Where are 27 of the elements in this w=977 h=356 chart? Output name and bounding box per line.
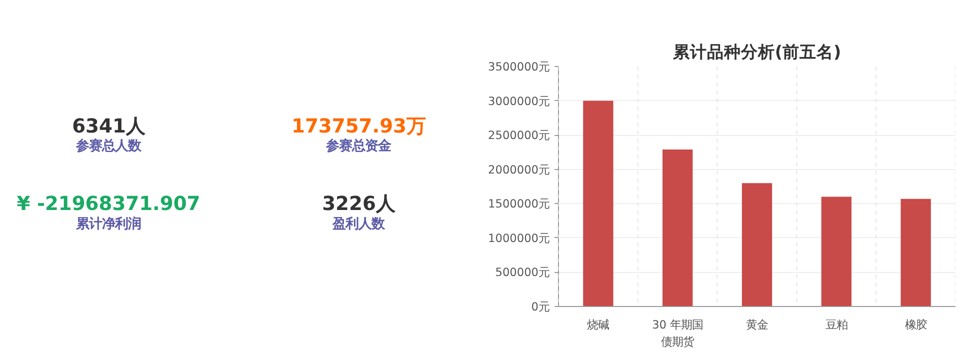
category-label: 盈利人数: [332, 216, 386, 232]
bar: [900, 198, 931, 306]
bar: [742, 183, 772, 306]
y-tick-label: 2500000元: [488, 128, 550, 142]
y-tick-label: 3000000元: [488, 94, 550, 108]
text: 3226人: [322, 192, 395, 215]
bar: [662, 149, 693, 306]
bar: [583, 100, 614, 306]
category-label: 累计净利润: [75, 216, 141, 232]
text: ¥ -21968371.907: [16, 192, 200, 215]
x-tick-label: 30 年期国债期货: [652, 318, 704, 348]
category-label: 参赛总资金: [325, 138, 392, 154]
category-label: 参赛总人数: [75, 138, 142, 154]
x-tick-label: 黄金: [746, 318, 768, 332]
y-tick-label: 1500000元: [488, 196, 550, 211]
y-tick-label: 2000000元: [488, 162, 550, 176]
bar: [821, 196, 852, 306]
text: 173757.93万: [292, 114, 426, 138]
x-tick-label: 烧碱: [587, 318, 610, 332]
text: 6341人: [72, 114, 145, 138]
x-tick-label: 豆粕: [825, 318, 848, 332]
y-tick-label: 0元: [531, 300, 550, 314]
y-tick-label: 3500000元: [488, 60, 550, 74]
y-tick-label: 1000000元: [488, 230, 550, 245]
y-tick-label: 500000元: [495, 265, 550, 280]
x-tick-label: 橡胶: [904, 318, 927, 332]
chart-title: 累计品种分析(前五名): [672, 42, 842, 62]
